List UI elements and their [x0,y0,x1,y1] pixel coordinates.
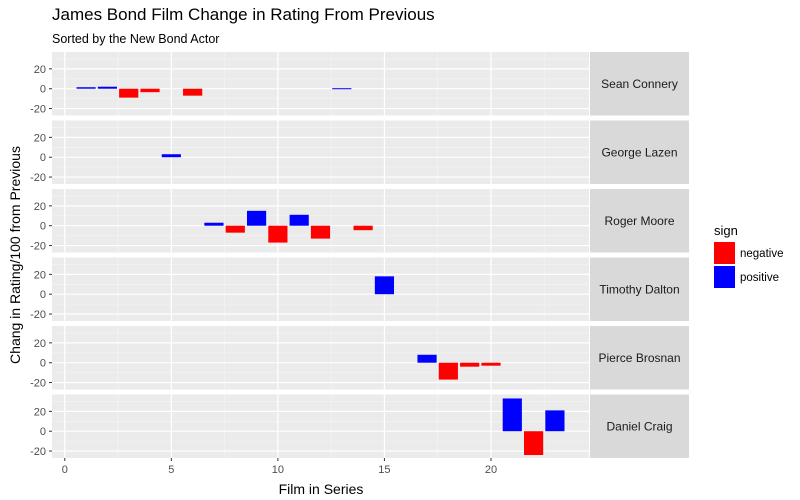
y-tick-label: 0 [40,221,46,233]
bar-film-17 [417,354,437,363]
chart-subtitle: Sorted by the New Bond Actor [52,32,220,46]
bar-film-22 [524,431,544,456]
bar-film-15 [374,276,395,295]
facet-panel: -20 0 20 Pierce Brosnan [30,326,689,390]
facet-strip-label: Sean Connery [601,77,678,91]
y-tick-label: 20 [34,201,46,213]
bar-film-7 [204,222,224,226]
legend-label-positive: positive [740,272,779,284]
y-tick-label: 0 [40,426,46,438]
x-axis-title: Film in Series [279,481,364,497]
bar-film-3 [119,88,139,98]
x-tick-label: 0 [62,464,68,476]
y-tick-label: 0 [40,358,46,370]
y-tick-label: -20 [30,172,46,184]
bar-film-4 [140,88,160,93]
panel-background [52,326,589,390]
facet-panel: -20 0 20 George Lazen [30,120,689,184]
facet-panel: -20 0 20 Roger Moore [30,189,689,253]
y-tick-label: -20 [30,309,46,321]
y-tick-label: 0 [40,84,46,96]
y-tick-label: 0 [40,289,46,301]
panels: -20 0 20 Sean Connery -20 0 20 George Lazen -20 0… [30,52,689,458]
panel-background [52,52,589,116]
bar-film-2 [97,86,117,89]
y-tick-label: 20 [34,406,46,418]
y-tick-label: -20 [30,446,46,458]
legend-swatch-positive [714,266,735,288]
facet-strip-label: George Lazen [601,145,677,159]
bar-film-12 [310,225,331,239]
legend: sign negative positive [714,223,783,288]
y-tick-label: -20 [30,241,46,253]
facet-strip [590,52,689,116]
bar-film-14 [353,225,373,231]
facet-panel: -20 0 20 Sean Connery [30,52,689,116]
facet-strip [590,257,689,321]
y-tick-label: -20 [30,104,46,116]
bar-film-11 [289,214,309,226]
bar-film-20 [481,362,501,366]
bar-film-13 [332,88,352,90]
bar-film-1 [76,87,96,89]
bar-film-8 [225,225,245,233]
chart-title: James Bond Film Change in Rating From Pr… [52,5,435,24]
bar-film-23 [545,410,565,432]
bar-film-9 [246,210,267,226]
facet-strip-label: Timothy Dalton [599,282,679,296]
facet-strip-label: Roger Moore [604,214,674,228]
facet-strip [590,394,689,458]
y-tick-label: 20 [34,338,46,350]
x-tick-label: 15 [378,464,390,476]
legend-label-negative: negative [740,248,783,260]
panel-background [52,257,589,321]
facet-strip-label: Pierce Brosnan [598,351,680,365]
panel-background [52,120,589,184]
facet-strip [590,326,689,390]
legend-swatch-negative [714,242,735,264]
y-axis-title: Chang in Rating/100 from Previous [7,146,23,364]
panel-background [52,394,589,458]
panel-background [52,189,589,253]
legend-title: sign [714,223,738,238]
y-tick-label: -20 [30,378,46,390]
y-tick-label: 20 [34,64,46,76]
y-tick-label: 20 [34,269,46,281]
facet-panel: -20 0 20 Daniel Craig [30,394,689,458]
bar-film-18 [438,362,458,380]
facet-strip-label: Daniel Craig [606,419,672,433]
x-tick-label: 20 [485,464,497,476]
bar-film-19 [460,362,480,367]
x-tick-label: 5 [168,464,174,476]
bar-film-21 [502,398,522,432]
facet-strip [590,189,689,253]
x-tick-label: 10 [272,464,284,476]
y-tick-label: 20 [34,132,46,144]
bar-film-10 [268,225,288,243]
x-axis: 0 5 10 15 20 [62,458,497,476]
y-tick-label: 0 [40,152,46,164]
bar-film-6 [183,88,203,96]
facet-strip [590,120,689,184]
bar-film-5 [161,154,181,158]
facet-panel: -20 0 20 Timothy Dalton [30,257,689,321]
